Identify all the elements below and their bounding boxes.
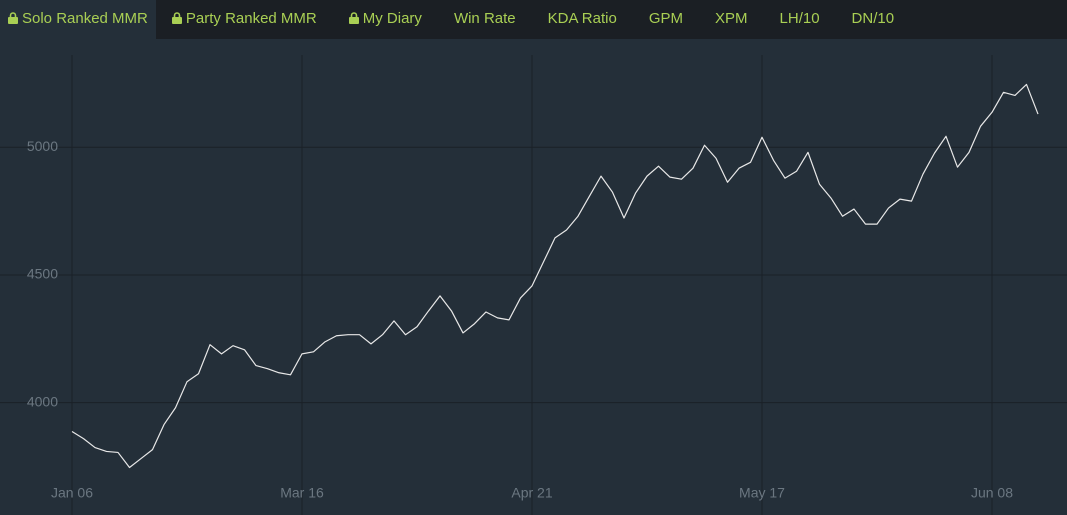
tab-label: Solo Ranked MMR: [22, 10, 148, 27]
tab[interactable]: My Diary: [333, 0, 438, 39]
y-tick-label: 4000: [27, 393, 58, 409]
lock-icon: [171, 12, 182, 24]
line: [71, 83, 1039, 469]
y-tick-label: 4500: [27, 266, 58, 282]
x-tick-label: Jun 08: [971, 485, 1013, 501]
y-tick-label: 5000: [27, 138, 58, 154]
x-tick-label: Jan 06: [51, 485, 93, 501]
tab[interactable]: Party Ranked MMR: [156, 0, 333, 39]
x-tick-label: May 17: [739, 485, 785, 501]
tab[interactable]: KDA Ratio: [547, 10, 617, 27]
tab-label: My Diary: [362, 10, 422, 27]
tab[interactable]: XPM: [715, 10, 748, 27]
tab[interactable]: GPM: [648, 10, 683, 27]
x-tick-label: Mar 16: [280, 485, 324, 501]
tab[interactable]: Win Rate: [453, 10, 516, 27]
tab[interactable]: Solo Ranked MMR: [0, 0, 156, 39]
lock-icon: [348, 12, 359, 24]
tab[interactable]: DN/10: [851, 10, 895, 27]
tab-label: Party Ranked MMR: [185, 10, 317, 27]
tab-bar: Solo Ranked MMR Party Ranked MMR My Diar…: [0, 0, 1067, 39]
tab[interactable]: LH/10: [779, 10, 820, 27]
x-tick-label: Apr 21: [511, 485, 552, 501]
lock-icon: [8, 12, 18, 24]
